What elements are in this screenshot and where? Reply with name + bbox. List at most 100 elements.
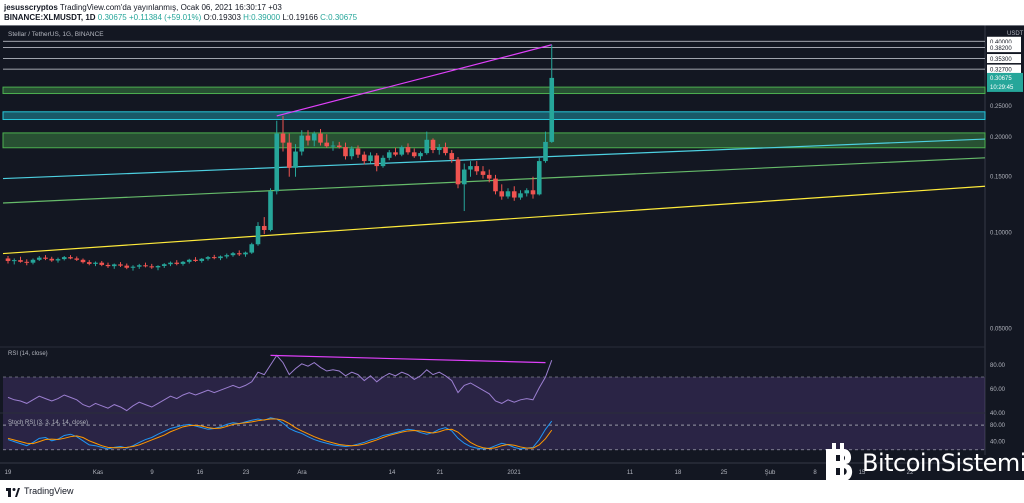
candle-body	[493, 178, 498, 192]
fib-level-tag	[987, 43, 1021, 53]
candle-body	[293, 151, 298, 168]
candle-body	[449, 153, 455, 160]
time-tick-label: 25	[721, 470, 728, 476]
candle-body	[474, 166, 480, 172]
candle-body	[518, 193, 523, 198]
candle-body	[149, 266, 155, 268]
rsi-tick-label: 40.00	[990, 411, 1006, 417]
candle-body	[174, 262, 180, 264]
candle-body	[274, 133, 280, 192]
candle-body	[255, 225, 261, 245]
candle-body	[280, 133, 286, 143]
candle-body	[436, 147, 442, 151]
candle-body	[80, 259, 86, 263]
fib-level-tag	[987, 54, 1021, 64]
footer-bar: TradingView	[0, 480, 1024, 503]
candle-body	[18, 260, 23, 262]
candle-body	[536, 161, 542, 195]
candle-body	[468, 166, 473, 170]
fib-level-label: 0.35300	[990, 57, 1012, 63]
rsi-label: RSI (14, close)	[8, 351, 48, 357]
price-axis	[985, 25, 1024, 480]
candle-body	[499, 191, 505, 197]
yellow-trendline	[2, 185, 986, 255]
candle-body	[461, 169, 467, 185]
candle-body	[180, 261, 186, 264]
candle-body	[199, 258, 205, 261]
candle-body	[443, 147, 448, 154]
price-tick-label: 0.15000	[990, 175, 1012, 181]
open-value: O:0.19303	[203, 13, 241, 22]
tradingview-label: TradingView	[24, 486, 74, 496]
stoch-d-line	[7, 418, 553, 450]
time-tick-label: Kas	[93, 470, 103, 476]
candle-body	[299, 135, 305, 152]
candle-body	[30, 259, 36, 263]
candle-body	[86, 262, 92, 264]
rsi-divergence-line	[270, 354, 546, 364]
rsi-tick-label: 80.00	[990, 363, 1006, 369]
candle-body	[186, 259, 192, 262]
candle-body	[93, 262, 98, 264]
candle-body	[349, 148, 355, 157]
candle-body	[418, 153, 423, 157]
price-tick-label: 0.20000	[990, 135, 1012, 141]
candle-body	[68, 257, 73, 259]
stoch-k-line	[7, 417, 553, 450]
candle-body	[261, 225, 267, 230]
candle-body	[361, 154, 367, 162]
candle-body	[24, 261, 30, 263]
candle-body	[268, 191, 273, 230]
price-tick-label: 0.05000	[990, 326, 1012, 332]
candle-body	[311, 133, 317, 141]
support-zone-green	[2, 132, 986, 149]
candle-body	[43, 257, 48, 259]
close-value: C:0.30675	[320, 13, 358, 22]
time-tick-label: 8	[813, 470, 817, 476]
site-name: BitcoinSistemi	[862, 449, 1024, 477]
candle-body	[355, 148, 361, 155]
resistance-zone-upper	[2, 86, 986, 95]
candle-body	[480, 171, 486, 175]
candle-body	[455, 159, 461, 185]
time-tick-label: 19	[5, 470, 12, 476]
header-bar: jesusscryptos TradingView.com'da yayınla…	[0, 0, 1024, 25]
author-name[interactable]: jesusscryptos	[4, 3, 58, 12]
candle-body	[74, 258, 80, 260]
high-value: H:0.39000	[243, 13, 281, 22]
candle-body	[368, 155, 373, 162]
candle-body	[49, 258, 55, 261]
candle-body	[380, 157, 386, 167]
time-tick-label: 11	[627, 470, 634, 476]
price-divergence-line	[276, 44, 552, 117]
candle-body	[411, 152, 417, 157]
candle-body	[130, 266, 136, 268]
candle-body	[524, 190, 530, 194]
symbol-label: BINANCE:XLMUSDT, 1D	[4, 13, 96, 22]
fib-level-tag	[987, 64, 1021, 74]
last-price-tag	[987, 72, 1023, 92]
rsi-tick-label: 60.00	[990, 387, 1006, 393]
time-tick-label: 9	[150, 470, 154, 476]
time-tick-label: 2021	[507, 470, 521, 476]
candle-body	[305, 135, 311, 141]
chart-background	[0, 25, 1024, 480]
fib-level-tag	[987, 36, 1021, 46]
candle-body	[168, 262, 173, 265]
price-change: +0.11384 (+59.01%)	[128, 13, 202, 22]
price-tick-label: 0.10000	[990, 231, 1012, 237]
time-tick-label: 22	[907, 470, 914, 476]
candle-body	[155, 265, 161, 268]
candle-body	[430, 139, 436, 151]
time-tick-label: 14	[389, 470, 396, 476]
rsi-line	[7, 354, 553, 412]
candle-body	[405, 147, 411, 153]
time-tick-label: 18	[675, 470, 682, 476]
candle-body	[424, 139, 430, 154]
time-tick-label: Şub	[765, 470, 776, 476]
cyan-trendline	[2, 138, 986, 180]
stoch-tick-label: 80.00	[990, 423, 1006, 429]
candle-body	[549, 77, 555, 142]
tradingview-logo-icon	[6, 488, 20, 497]
